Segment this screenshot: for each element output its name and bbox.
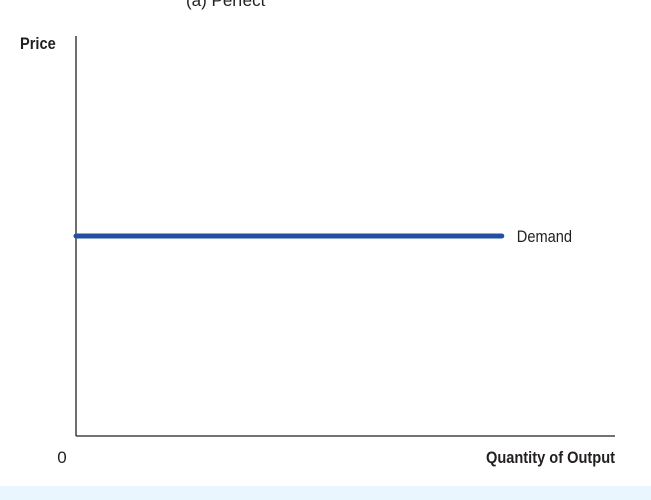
x-axis-label: Quantity of Output <box>486 449 616 467</box>
series-layer: Demand <box>73 228 572 246</box>
bottom-strip <box>0 486 651 500</box>
origin-label: 0 <box>57 448 66 467</box>
clipped-header-text: (a) Perfect <box>186 0 266 10</box>
demand-series-label: Demand <box>517 228 572 246</box>
y-axis-label: Price <box>20 35 56 53</box>
